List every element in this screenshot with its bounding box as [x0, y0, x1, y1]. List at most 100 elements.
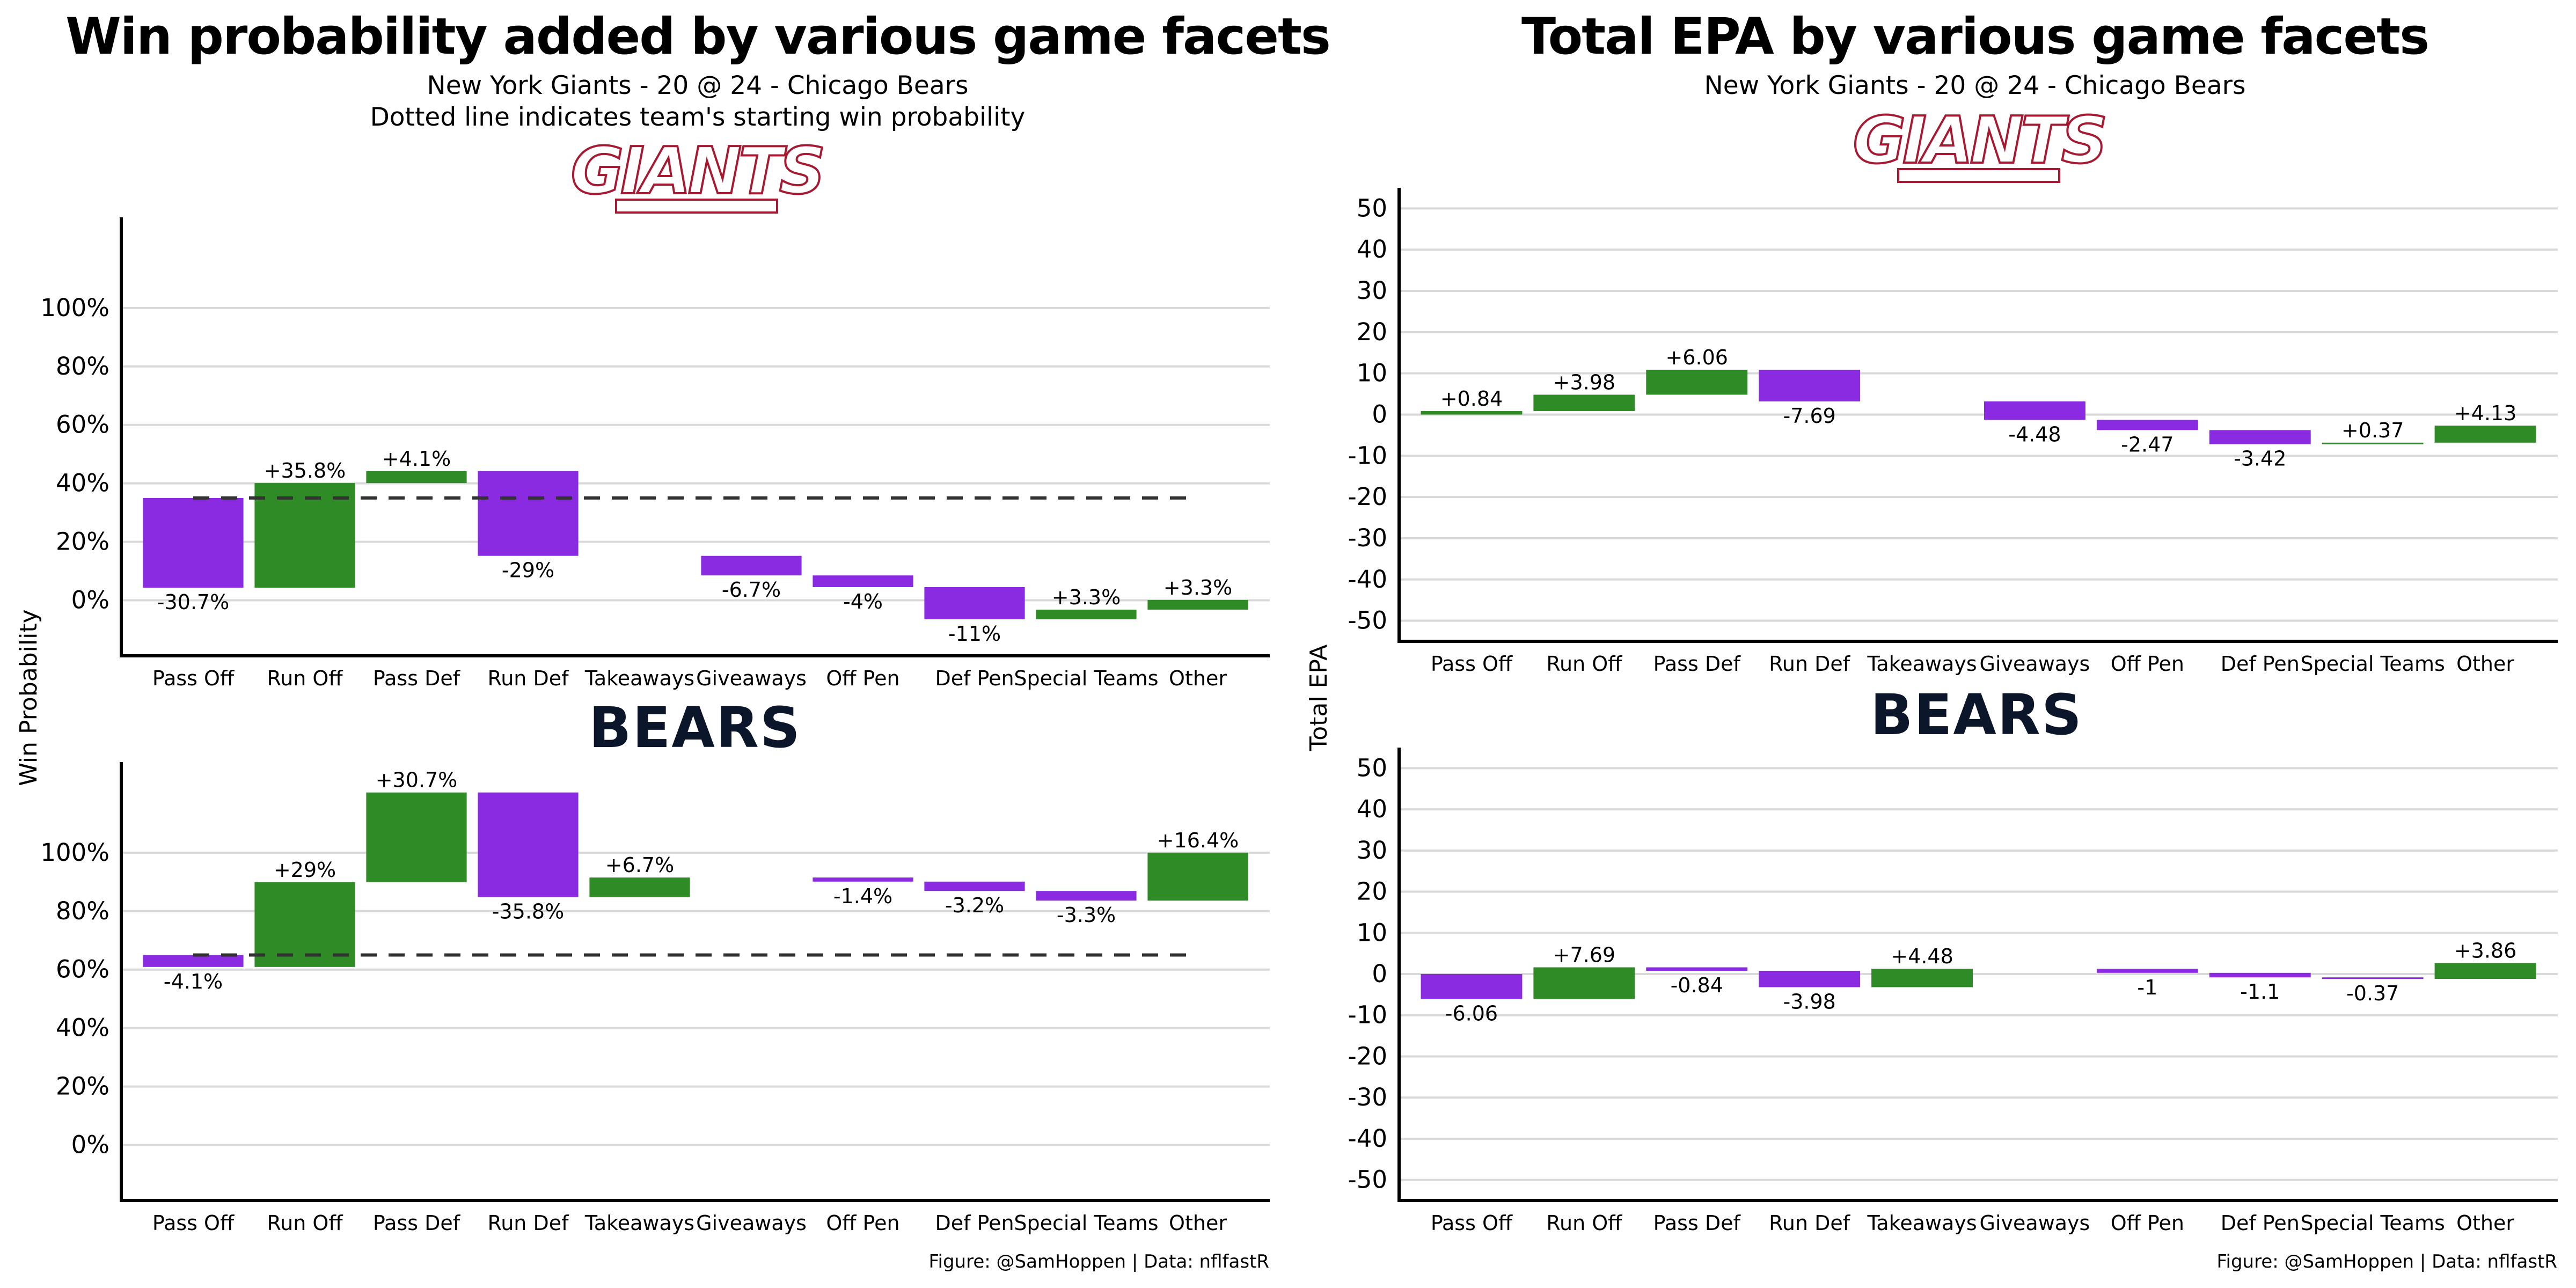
bar-value-label: +30.7% [376, 769, 458, 792]
x-tick-label: Def Pen [2221, 652, 2300, 676]
bar [1646, 967, 1748, 971]
bar-value-label: -35.8% [492, 900, 564, 924]
left-chart-subtitle-2: Dotted line indicates team's starting wi… [370, 103, 1026, 132]
bar [2209, 972, 2311, 978]
bar [1036, 891, 1137, 901]
x-tick-label: Run Off [1546, 652, 1622, 676]
bar [1147, 852, 1248, 901]
bar [2322, 977, 2424, 979]
y-tick-label: 0% [71, 586, 109, 614]
x-tick-label: Run Off [1546, 1211, 1622, 1235]
bar [1646, 369, 1748, 395]
bar [1759, 369, 1861, 401]
x-tick-label: Off Pen [826, 667, 899, 690]
bar-value-label: -6.06 [1445, 1001, 1498, 1025]
x-tick-label: Takeaways [584, 667, 694, 690]
y-tick-label: 0 [1372, 400, 1387, 429]
x-tick-label: Other [2456, 652, 2514, 676]
bar [813, 877, 913, 882]
x-tick-label: Other [2456, 1211, 2514, 1235]
bar [254, 483, 355, 588]
x-tick-label: Special Teams [1014, 667, 1158, 690]
y-tick-label: 20% [56, 1072, 109, 1101]
bar-value-label: +4.1% [382, 447, 451, 471]
y-tick-label: -30 [1348, 1083, 1388, 1111]
bar-value-label: -3.2% [945, 894, 1004, 917]
x-tick-label: Run Def [1769, 1211, 1851, 1235]
y-tick-label: 0% [71, 1131, 109, 1159]
bar [813, 575, 913, 588]
bar-value-label: +3.98 [1553, 370, 1615, 394]
x-tick-label: Giveaways [1980, 652, 2090, 676]
x-tick-label: Pass Off [1431, 1211, 1513, 1235]
y-tick-label: -50 [1348, 606, 1388, 635]
x-tick-label: Other [1169, 1211, 1227, 1235]
right-y-axis-label: Total EPA [1305, 645, 1333, 751]
y-tick-label: 20 [1357, 877, 1387, 906]
win-probability-bears-panel: 100% 80% 60% 40% 20% 0% -4.1% +29% +30.7% -35.8% +… [40, 762, 1270, 1235]
bar-value-label: +29% [274, 858, 336, 882]
giants-logo-right-text: GIANTS [1853, 104, 2105, 178]
y-tick-label: 40% [56, 469, 109, 497]
bar [478, 471, 579, 556]
x-tick-label: Run Def [488, 1211, 570, 1235]
x-tick-label: Pass Off [152, 1211, 235, 1235]
bar-value-label: -0.37 [2346, 982, 2399, 1005]
bar-value-label: -4% [843, 590, 883, 613]
bar [589, 877, 690, 897]
bar [1984, 401, 2085, 420]
bar-value-label: -3.98 [1783, 990, 1835, 1013]
y-tick-label: 60% [56, 411, 109, 439]
giants-logo-left-text: GIANTS [571, 134, 823, 209]
y-tick-label: 60% [56, 955, 109, 984]
y-tick-label: 40 [1357, 235, 1387, 264]
y-tick-label: -40 [1348, 565, 1388, 594]
bar [1533, 967, 1635, 999]
x-tick-label: Off Pen [2111, 1211, 2184, 1235]
giants-logo-left: GIANTS [570, 133, 826, 214]
y-tick-label: 100% [40, 294, 109, 322]
bar [2096, 420, 2198, 430]
x-tick-label: Pass Def [1653, 652, 1741, 676]
bar-value-label: +16.4% [1157, 829, 1239, 852]
x-tick-label: Pass Def [373, 1211, 461, 1235]
left-y-axis-label: Win Probability [15, 609, 42, 786]
x-tick-label: Giveaways [1980, 1211, 2090, 1235]
bar-value-label: +6.06 [1666, 346, 1728, 369]
x-tick-label: Pass Def [1653, 1211, 1741, 1235]
y-tick-label: 20 [1357, 318, 1387, 346]
bar [2322, 442, 2424, 444]
bar [366, 792, 467, 882]
x-tick-label: Run Off [267, 667, 343, 690]
bar-value-label: +3.86 [2454, 939, 2516, 962]
bar [1533, 394, 1635, 412]
bar-value-label: -2.47 [2121, 433, 2174, 456]
bar [701, 555, 802, 576]
bar-value-label: -1 [2137, 976, 2157, 999]
bar [924, 881, 1025, 891]
bar-value-label: -7.69 [1783, 404, 1835, 428]
x-tick-label: Takeaways [1867, 1211, 1977, 1235]
bar [924, 587, 1025, 619]
y-tick-label: 80% [56, 352, 109, 380]
giants-logo-right: GIANTS [1852, 103, 2109, 183]
bar-value-label: -29% [502, 559, 554, 582]
x-tick-label: Pass Def [373, 667, 461, 690]
bar-value-label: -30.7% [157, 590, 229, 614]
win-probability-giants-panel: 100% 80% 60% 40% 20% 0% -30.7% +35.8% +4.1% -29% -… [40, 217, 1270, 690]
bar-value-label: +3.3% [1052, 586, 1121, 609]
x-tick-label: Special Teams [1014, 1211, 1158, 1235]
y-tick-label: -10 [1348, 441, 1388, 470]
x-tick-label: Pass Off [1431, 652, 1513, 676]
y-tick-label: -50 [1348, 1166, 1388, 1194]
y-tick-label: 50 [1357, 753, 1387, 782]
bar [2209, 430, 2311, 444]
bar-value-label: -1.4% [833, 884, 892, 908]
bar [478, 792, 579, 897]
x-tick-label: Off Pen [2111, 652, 2184, 676]
bar-value-label: +0.84 [1440, 387, 1503, 411]
y-tick-label: 30 [1357, 836, 1387, 865]
y-tick-label: -20 [1348, 1042, 1388, 1070]
y-tick-label: -10 [1348, 1001, 1388, 1029]
bar-value-label: +35.8% [264, 459, 346, 482]
